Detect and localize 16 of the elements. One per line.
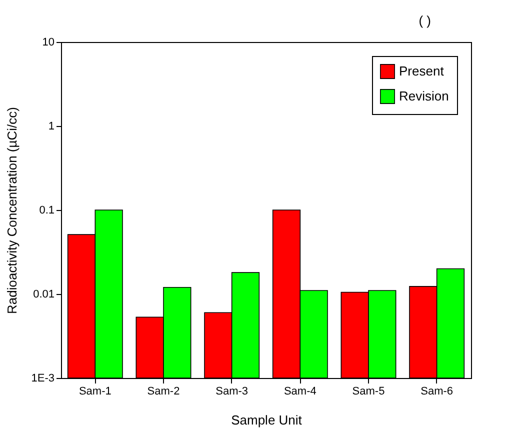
x-tick-label: Sam-4	[284, 386, 316, 398]
y-tick-label: 10	[42, 36, 54, 48]
text: ( )	[418, 13, 431, 28]
y-tick-label: 1E-3	[31, 372, 54, 384]
legend-label: Revision	[399, 88, 449, 104]
x-tick-label: Sam-1	[78, 386, 112, 398]
legend-label: Present	[399, 64, 444, 78]
x-tick-label: Sam-6	[420, 386, 454, 398]
y-tick-label: 1	[48, 120, 54, 132]
y-tick-label: 0.01	[33, 288, 54, 300]
y-axis-title: Radioactivity Concentration (µCi/cc)	[4, 107, 20, 314]
x-tick-label: Sam-2	[147, 386, 180, 398]
x-axis-title: Sample Unit	[231, 412, 302, 428]
y-tick-label: 0.1	[39, 204, 54, 216]
x-tick-label: Sam-3	[216, 386, 248, 398]
x-tick-label: Sam-5	[352, 386, 385, 398]
